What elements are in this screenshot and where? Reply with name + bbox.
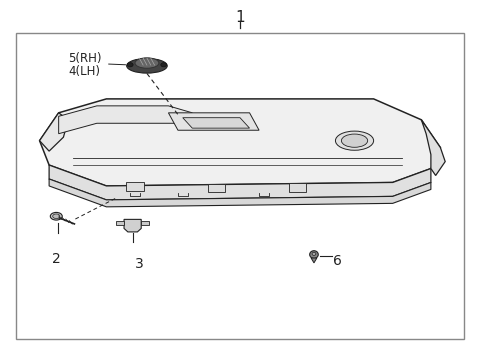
Polygon shape [168,113,259,130]
Text: 2: 2 [52,252,60,266]
Ellipse shape [53,214,60,219]
Polygon shape [124,219,141,232]
Bar [288,183,306,192]
Bar [16,33,464,339]
Ellipse shape [135,58,159,68]
Ellipse shape [312,252,316,256]
Text: 5(RH): 5(RH) [68,52,102,65]
Ellipse shape [50,212,62,220]
Ellipse shape [336,131,373,150]
Bar [141,221,149,225]
Polygon shape [39,113,68,151]
Polygon shape [39,99,441,186]
Ellipse shape [341,134,368,147]
Polygon shape [59,106,192,134]
Bar [126,183,144,191]
Ellipse shape [127,59,167,73]
Ellipse shape [310,251,318,258]
Text: 6: 6 [333,254,342,268]
Bar [207,184,225,192]
Polygon shape [49,179,431,207]
Text: 3: 3 [135,257,144,271]
Ellipse shape [161,63,167,67]
Polygon shape [421,120,445,176]
Polygon shape [311,258,317,263]
Text: 4(LH): 4(LH) [68,65,100,78]
Bar [116,221,124,225]
Polygon shape [183,118,250,128]
Ellipse shape [127,63,133,67]
Text: 1: 1 [235,9,245,25]
Polygon shape [49,165,431,200]
